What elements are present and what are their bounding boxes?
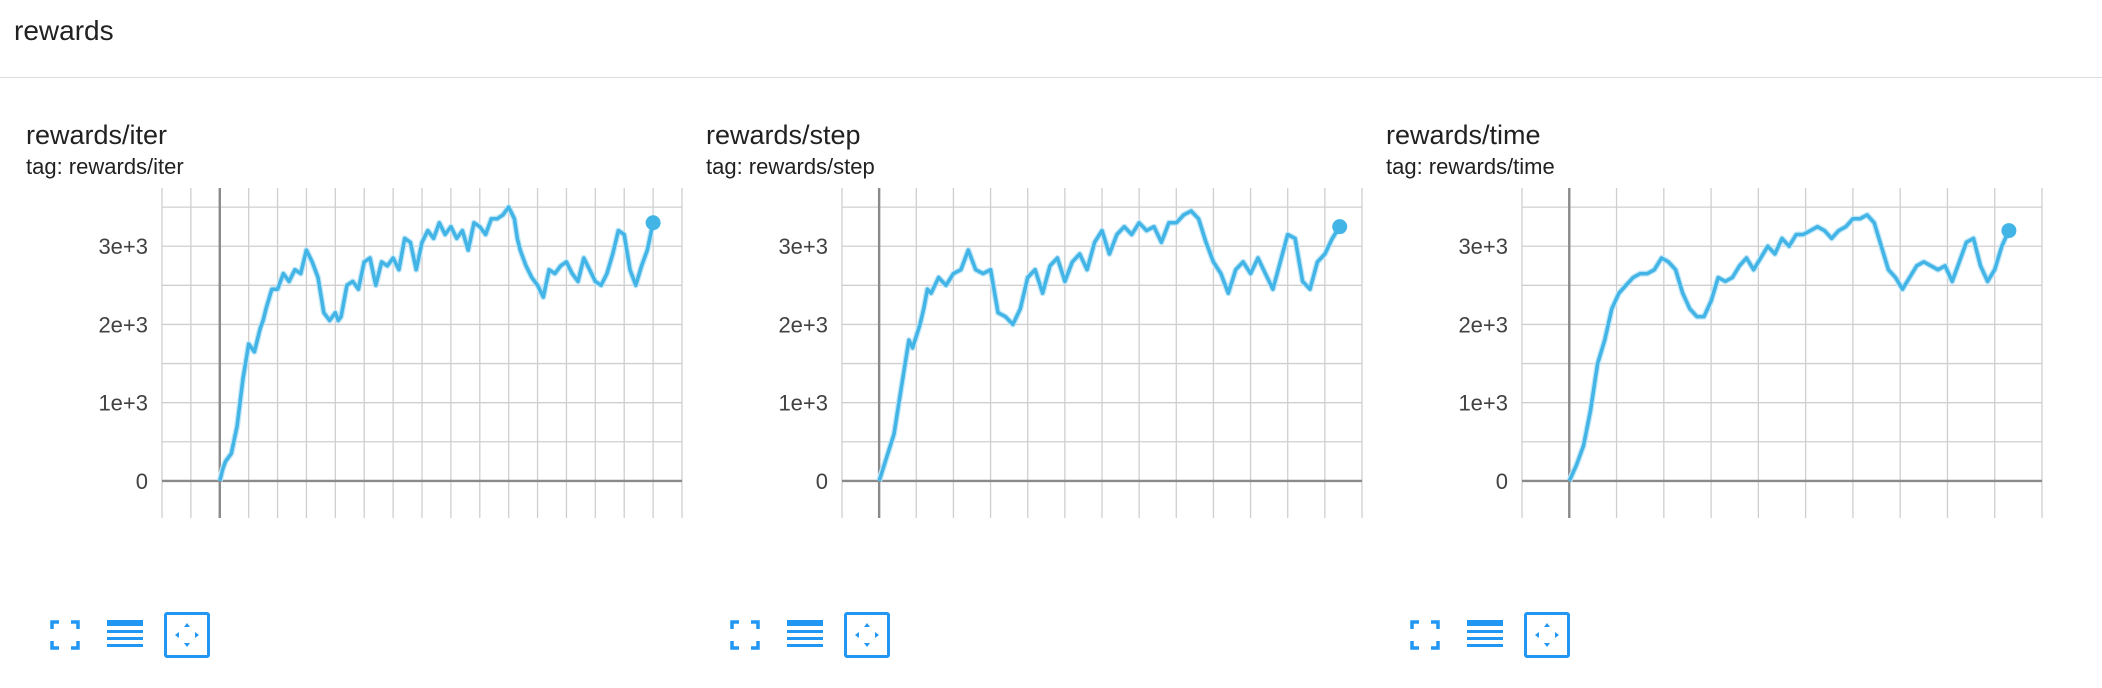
y-tick-label: 3e+3 [98, 234, 148, 259]
last-point-marker [645, 215, 661, 231]
fit-domain-button[interactable] [844, 612, 890, 658]
series-line [877, 209, 1342, 482]
y-tick-label: 3e+3 [778, 234, 828, 259]
chart-tag: tag: rewards/iter [26, 154, 184, 179]
section-title: rewards [14, 15, 114, 46]
data-table-icon [107, 620, 143, 647]
chart-card-iter: rewards/iter tag: rewards/iter 020040060… [0, 78, 683, 688]
series-line-smoothed-halo [216, 204, 657, 482]
y-tick-label: 3e+3 [1458, 234, 1508, 259]
fit-domain-icon [1535, 623, 1559, 647]
chart-title: rewards/step [706, 120, 861, 150]
last-point-marker [2001, 223, 2017, 239]
line-chart[interactable]: 01M2M3M4M5M6M01e+32e+33e+3 [680, 188, 1370, 518]
last-point-marker [1332, 219, 1348, 235]
fit-domain-icon [855, 623, 879, 647]
series-line [218, 205, 655, 482]
section-header: rewards [0, 0, 2102, 78]
fullscreen-icon [730, 620, 760, 650]
fit-domain-button[interactable] [164, 612, 210, 658]
chart-card-time: rewards/time tag: rewards/time 040801201… [1360, 78, 2043, 688]
y-tick-label: 1e+3 [1458, 391, 1508, 416]
y-tick-label: 0 [136, 469, 148, 494]
series-line-smoothed-halo [1566, 211, 2012, 483]
y-tick-label: 2e+3 [1458, 312, 1508, 337]
fullscreen-button[interactable] [1402, 612, 1448, 658]
chart-title: rewards/iter [26, 120, 168, 150]
fullscreen-icon [50, 620, 80, 650]
fullscreen-icon [1410, 620, 1440, 650]
toggle-data-table-button[interactable] [102, 612, 148, 658]
chart-tag: tag: rewards/time [1386, 154, 1555, 179]
fit-domain-button[interactable] [1524, 612, 1570, 658]
line-chart[interactable]: 0408012016001e+32e+33e+3 [1360, 188, 2050, 518]
toggle-data-table-button[interactable] [782, 612, 828, 658]
y-tick-label: 2e+3 [778, 312, 828, 337]
y-tick-label: 0 [816, 469, 828, 494]
toggle-data-table-button[interactable] [1462, 612, 1508, 658]
y-tick-label: 1e+3 [778, 391, 828, 416]
data-table-icon [1467, 620, 1503, 647]
fullscreen-button[interactable] [42, 612, 88, 658]
chart-title: rewards/time [1386, 120, 1541, 150]
series-line [1567, 213, 2011, 482]
fullscreen-button[interactable] [722, 612, 768, 658]
chart-card-step: rewards/step tag: rewards/step 01M2M3M4M… [680, 78, 1363, 688]
fit-domain-icon [175, 623, 199, 647]
y-tick-label: 1e+3 [98, 391, 148, 416]
data-table-icon [787, 620, 823, 647]
line-chart[interactable]: 02004006008001k1.2k1.4k01e+32e+33e+3 [0, 188, 690, 518]
chart-tag: tag: rewards/step [706, 154, 875, 179]
y-tick-label: 2e+3 [98, 312, 148, 337]
y-tick-label: 0 [1496, 469, 1508, 494]
